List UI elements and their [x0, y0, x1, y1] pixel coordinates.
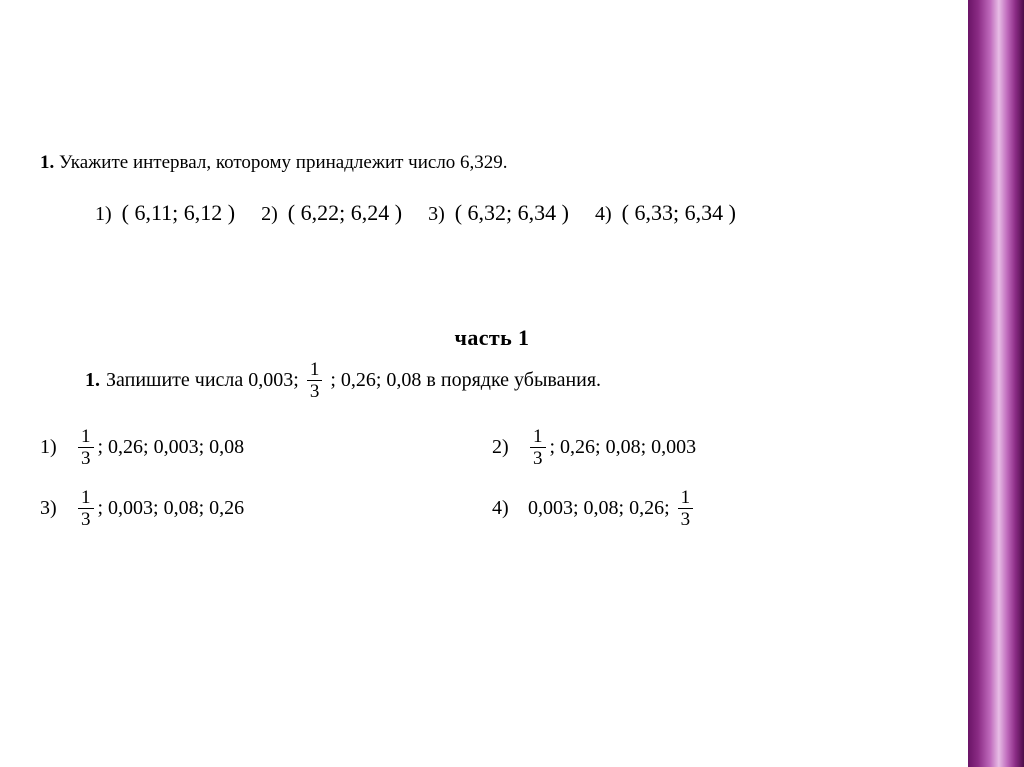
option-label: 1): [95, 201, 112, 228]
q2-option-2: 2) 1 3 ; 0,26; 0,08; 0,003: [492, 427, 944, 468]
option-label: 2): [492, 434, 514, 461]
q1-option-4: 4) ( 6,33; 6,34 ): [595, 198, 736, 228]
fraction-icon: 1 3: [307, 360, 323, 401]
question-1-options: 1) ( 6,11; 6,12 ) 2) ( 6,22; 6,24 ) 3) (…: [95, 198, 944, 228]
option-interval: ( 6,33; 6,34 ): [622, 198, 736, 228]
option-label: 1): [40, 434, 62, 461]
q1-option-2: 2) ( 6,22; 6,24 ): [261, 198, 402, 228]
fraction-numerator: 1: [307, 360, 323, 380]
fraction-numerator: 1: [530, 427, 546, 447]
part-1-text: часть 1: [455, 325, 530, 350]
option-interval: ( 6,32; 6,34 ): [455, 198, 569, 228]
option-head: 0,003; 0,08; 0,26;: [528, 495, 670, 522]
fraction-denominator: 3: [530, 447, 546, 468]
question-2-suffix: ; 0,26; 0,08 в порядке убывания.: [330, 367, 601, 394]
fraction-numerator: 1: [78, 427, 94, 447]
option-label: 2): [261, 201, 278, 228]
option-interval: ( 6,22; 6,24 ): [288, 198, 402, 228]
fraction-icon: 1 3: [78, 488, 94, 529]
q2-option-4: 4) 0,003; 0,08; 0,26; 1 3: [492, 488, 944, 529]
decorative-right-border: [968, 0, 1024, 767]
fraction-denominator: 3: [78, 508, 94, 529]
fraction-icon: 1 3: [530, 427, 546, 468]
fraction-numerator: 1: [678, 488, 694, 508]
slide-content: 1. Укажите интервал, которому принадлежи…: [40, 150, 944, 529]
option-sequence: 1 3 ; 0,003; 0,08; 0,26: [76, 488, 244, 529]
option-label: 4): [595, 201, 612, 228]
option-sequence: 1 3 ; 0,26; 0,08; 0,003: [528, 427, 696, 468]
q1-option-3: 3) ( 6,32; 6,34 ): [428, 198, 569, 228]
option-tail: ; 0,003; 0,08; 0,26: [98, 495, 245, 522]
question-2-options: 1) 1 3 ; 0,26; 0,003; 0,08 2) 1 3 ;: [40, 427, 944, 529]
option-label: 4): [492, 495, 514, 522]
question-2-prefix: Запишите числа 0,003;: [106, 367, 299, 394]
question-1-number: 1.: [40, 152, 54, 173]
option-sequence: 0,003; 0,08; 0,26; 1 3: [528, 488, 695, 529]
q2-option-1: 1) 1 3 ; 0,26; 0,003; 0,08: [40, 427, 492, 468]
fraction-numerator: 1: [78, 488, 94, 508]
part-1-label: часть 1: [40, 323, 944, 353]
q2-option-3: 3) 1 3 ; 0,003; 0,08; 0,26: [40, 488, 492, 529]
question-2-title: 1. Запишите числа 0,003; 1 3 ; 0,26; 0,0…: [85, 360, 944, 401]
question-1-text: Укажите интервал, которому принадлежит ч…: [59, 152, 508, 173]
fraction-denominator: 3: [307, 380, 323, 401]
fraction-denominator: 3: [678, 508, 694, 529]
option-interval: ( 6,11; 6,12 ): [122, 198, 235, 228]
fraction-icon: 1 3: [678, 488, 694, 529]
option-tail: ; 0,26; 0,003; 0,08: [98, 434, 245, 461]
option-label: 3): [40, 495, 62, 522]
slide: 1. Укажите интервал, которому принадлежи…: [0, 0, 1024, 767]
option-sequence: 1 3 ; 0,26; 0,003; 0,08: [76, 427, 244, 468]
fraction-icon: 1 3: [78, 427, 94, 468]
question-1-title: 1. Укажите интервал, которому принадлежи…: [40, 150, 944, 176]
option-tail: ; 0,26; 0,08; 0,003: [550, 434, 697, 461]
option-label: 3): [428, 201, 445, 228]
fraction-denominator: 3: [78, 447, 94, 468]
question-2-number: 1.: [85, 367, 100, 394]
q1-option-1: 1) ( 6,11; 6,12 ): [95, 198, 235, 228]
